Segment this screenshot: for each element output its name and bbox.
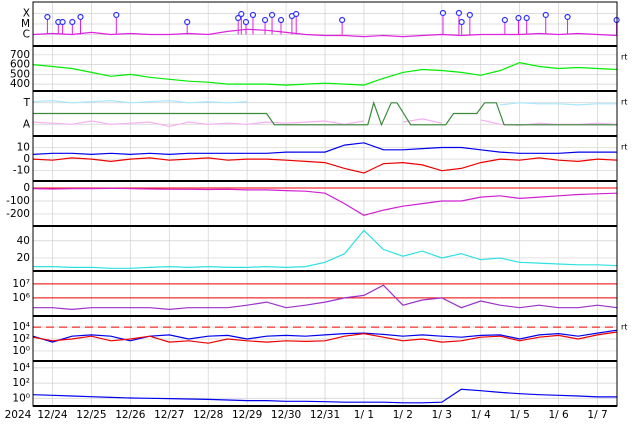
series-line <box>402 118 442 124</box>
side-label: rt <box>621 53 627 62</box>
series-line <box>32 187 618 216</box>
x-tick-label: 1/ 1 <box>354 409 374 421</box>
event-marker <box>466 11 473 19</box>
side-label: rt <box>621 323 627 332</box>
y-tick-label: 0 <box>23 153 30 165</box>
x-tick-label: 1/ 3 <box>432 409 452 421</box>
x-tick-label: 1/ 5 <box>510 409 530 421</box>
x-tick-label: 12/27 <box>154 409 184 421</box>
event-marker <box>564 13 571 21</box>
event-marker <box>184 18 191 26</box>
year-label: 2024 <box>5 409 32 421</box>
event-marker <box>339 16 346 24</box>
y-tick-label: -10 <box>13 165 30 177</box>
event-marker <box>249 11 257 19</box>
series-line <box>32 61 618 86</box>
event-marker <box>458 18 465 26</box>
series-line <box>33 229 618 269</box>
side-label: rt <box>621 143 627 152</box>
event-marker <box>113 11 120 19</box>
event-marker <box>277 16 285 24</box>
event-marker <box>59 18 66 26</box>
series-line <box>32 99 248 104</box>
event-marker <box>268 11 276 19</box>
y-tick-label: 10 <box>17 141 30 153</box>
event-marker <box>542 11 549 19</box>
series-line <box>32 331 618 344</box>
y-tick-label: 400 <box>10 78 30 90</box>
y-tick-label: A <box>23 118 31 130</box>
y-tick-label: 10⁰ <box>12 392 30 404</box>
series-line <box>500 102 617 106</box>
y-tick-label: 10⁷ <box>12 278 30 290</box>
y-tick-label: 40 <box>17 235 30 247</box>
event-marker <box>44 13 51 21</box>
y-tick-label: T <box>23 97 31 109</box>
event-marker <box>242 18 250 26</box>
y-tick-label: M <box>21 18 30 30</box>
x-tick-label: 12/28 <box>193 409 223 421</box>
y-tick-label: -200 <box>6 208 30 220</box>
frame <box>32 1 618 407</box>
event-marker <box>439 9 447 17</box>
y-tick-label: C <box>23 29 30 41</box>
x-tick-label: 12/29 <box>232 409 262 421</box>
x-tick-label: 12/26 <box>115 409 146 421</box>
series-line <box>33 100 617 127</box>
y-tick-label: 20 <box>17 252 30 264</box>
x-tick-label: 12/25 <box>76 409 106 421</box>
x-tick-label: 12/24 <box>37 409 68 421</box>
event-marker <box>501 16 508 24</box>
x-tick-label: 1/ 6 <box>548 409 569 421</box>
side-label: rt <box>621 98 627 107</box>
event-marker <box>235 14 242 22</box>
event-marker <box>77 13 84 21</box>
y-tick-label: 500 <box>10 68 30 80</box>
x-tick-label: 12/31 <box>310 409 340 421</box>
series-line <box>33 284 618 311</box>
y-tick-label: 10⁰ <box>12 345 30 357</box>
y-tick-label: -100 <box>6 195 30 207</box>
event-marker <box>515 14 522 22</box>
series-line <box>32 157 618 174</box>
y-tick-label: 700 <box>10 49 30 61</box>
event-marker <box>238 10 245 18</box>
x-tick-label: 1/ 4 <box>471 409 492 421</box>
event-marker <box>261 16 269 24</box>
x-tick-label: 1/ 7 <box>587 409 607 421</box>
x-tick-label: 1/ 2 <box>393 409 413 421</box>
y-tick-label: 10² <box>12 333 30 345</box>
y-tick-label: X <box>23 8 30 20</box>
y-tick-label: 0 <box>23 182 30 194</box>
y-tick-label: 10⁴ <box>12 321 30 333</box>
x-tick-label: 12/30 <box>271 409 301 421</box>
y-tick-label: 10² <box>12 377 30 389</box>
series-line <box>32 388 617 404</box>
y-tick-label: 10⁴ <box>12 362 30 374</box>
y-tick-label: 600 <box>10 59 30 71</box>
series-line <box>32 142 617 156</box>
series-line <box>32 28 618 38</box>
event-marker <box>69 18 76 26</box>
event-marker <box>455 9 463 17</box>
y-tick-label: 10⁶ <box>12 292 30 304</box>
series-line <box>32 329 618 343</box>
event-marker <box>523 14 530 22</box>
event-marker <box>293 10 300 18</box>
series-line <box>32 120 365 128</box>
